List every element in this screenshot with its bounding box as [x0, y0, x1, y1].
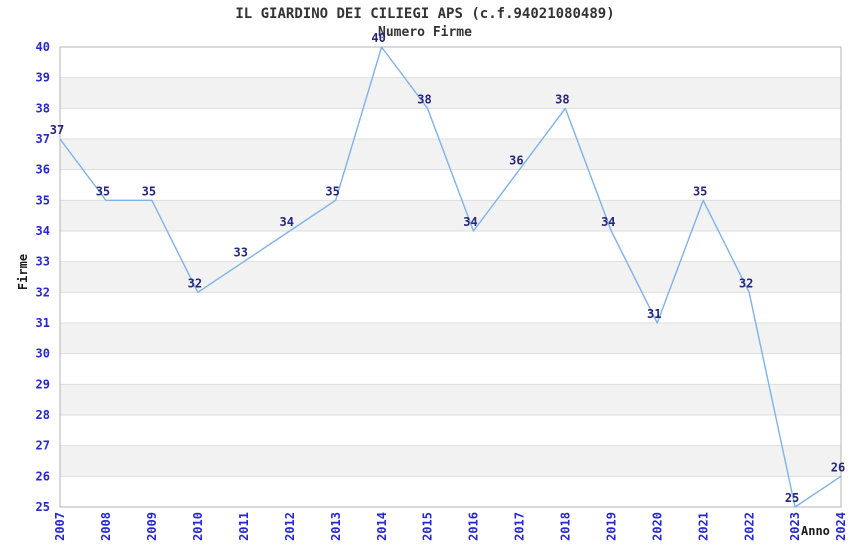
plot-band [60, 261, 841, 293]
x-tick-label: 2015 [421, 512, 435, 541]
point-label: 32 [188, 276, 202, 290]
y-tick-label: 39 [36, 71, 50, 85]
point-label: 37 [50, 123, 64, 137]
x-tick-label: 2018 [559, 512, 573, 541]
point-label: 34 [463, 215, 477, 229]
data-line [59, 46, 842, 508]
plot-band [60, 384, 841, 415]
point-label: 33 [234, 246, 248, 260]
y-tick-label: 30 [36, 347, 50, 361]
x-axis-title: Anno [801, 524, 830, 538]
y-tick-label: 37 [36, 132, 50, 146]
x-tick-label: 2007 [53, 512, 67, 541]
point-label: 31 [647, 307, 661, 321]
point-label: 34 [279, 215, 293, 229]
point-label: 36 [509, 154, 523, 168]
x-tick-label: 2024 [834, 512, 848, 541]
point-label: 26 [831, 460, 845, 474]
point-label: 32 [739, 276, 753, 290]
plot-band [60, 139, 841, 170]
point-label: 35 [142, 184, 156, 198]
x-tick-label: 2009 [145, 512, 159, 541]
plot-band [60, 200, 841, 231]
chart-subtitle: Numero Firme [378, 25, 472, 40]
x-tick-label: 2021 [696, 512, 710, 541]
point-label: 38 [555, 92, 569, 106]
point-label: 35 [325, 184, 339, 198]
x-tick-label: 2023 [788, 512, 802, 541]
y-tick-label: 34 [36, 224, 50, 238]
y-tick-label: 28 [36, 408, 50, 422]
x-tick-label: 2019 [604, 512, 618, 541]
x-tick-label: 2008 [99, 512, 113, 541]
y-tick-label: 27 [36, 439, 50, 453]
plot-border [59, 46, 842, 508]
x-tick-label: 2013 [329, 512, 343, 541]
y-tick-label: 35 [36, 193, 50, 207]
x-tick-label: 2014 [375, 512, 389, 541]
point-label: 25 [785, 491, 799, 505]
plot-band [60, 445, 841, 477]
y-tick-label: 31 [36, 316, 50, 330]
x-tick-label: 2017 [513, 512, 527, 541]
point-label: 38 [417, 92, 431, 106]
x-tick-label: 2011 [237, 512, 251, 541]
x-tick-label: 2020 [650, 512, 664, 541]
y-tick-label: 33 [36, 255, 50, 269]
point-label: 40 [371, 31, 385, 45]
point-label: 35 [693, 184, 707, 198]
y-tick-label: 26 [36, 469, 50, 483]
x-tick-label: 2022 [742, 512, 756, 541]
plot-band [60, 77, 841, 109]
chart-title: IL GIARDINO DEI CILIEGI APS (c.f.9402108… [235, 6, 615, 22]
x-tick-label: 2016 [467, 512, 481, 541]
y-tick-label: 38 [36, 101, 50, 115]
x-tick-label: 2010 [191, 512, 205, 541]
x-tick-label: 2012 [283, 512, 297, 541]
y-tick-label: 25 [36, 500, 50, 514]
plot-band [60, 323, 841, 354]
y-tick-label: 40 [36, 40, 50, 54]
y-tick-label: 29 [36, 377, 50, 391]
y-tick-label: 32 [36, 285, 50, 299]
point-label: 35 [96, 184, 110, 198]
y-tick-label: 36 [36, 163, 50, 177]
point-label: 34 [601, 215, 615, 229]
